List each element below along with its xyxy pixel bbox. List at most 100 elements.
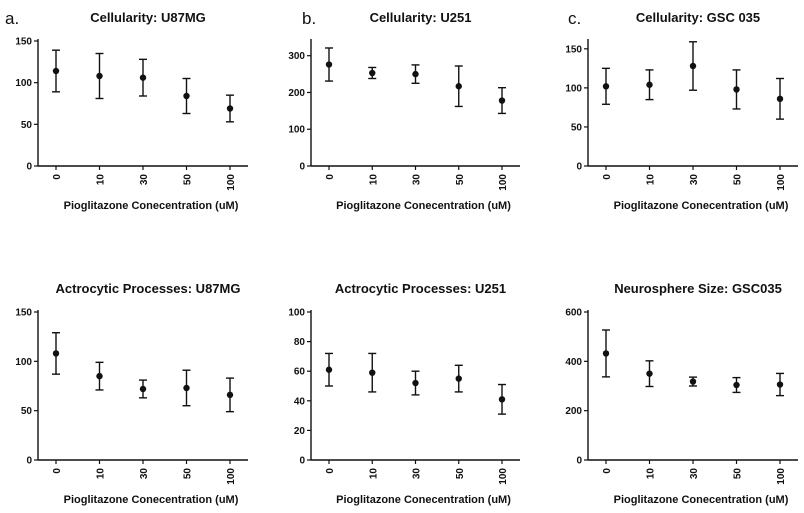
y-tick-label: 300 (288, 51, 305, 62)
x-axis-label: Pioglitazone Conecentration (uM) (614, 200, 789, 212)
x-tick-label: 10 (368, 468, 379, 480)
data-point (96, 372, 103, 380)
data-point (96, 72, 103, 80)
x-tick-label: 100 (498, 468, 509, 485)
x-tick-label: 50 (183, 468, 194, 480)
data-point (689, 378, 697, 385)
x-tick-label: 50 (455, 174, 466, 186)
x-tick-label: 0 (602, 174, 613, 180)
y-tick-label: 100 (15, 78, 32, 89)
data-point (498, 97, 506, 104)
x-tick-label: 100 (226, 468, 237, 485)
x-tick-label: 0 (602, 468, 613, 474)
data-point (733, 86, 740, 93)
y-tick-label: 200 (288, 88, 305, 99)
x-tick-label: 100 (776, 174, 787, 191)
x-tick-label: 100 (226, 174, 237, 191)
x-tick-label: 10 (646, 174, 657, 186)
chart-panel-3: Actrocytic Processes: U87MG 0 50 100 150 0 10 3… (15, 281, 248, 506)
chart-panel-0: a. Cellularity: U87MG 0 50 100 150 0 10 30 50 100 P… (5, 9, 248, 212)
x-tick-label: 100 (498, 174, 509, 191)
data-point (602, 350, 610, 357)
y-tick-label: 50 (21, 406, 33, 417)
data-point (412, 70, 419, 78)
y-tick-label: 200 (565, 406, 582, 417)
data-point (646, 370, 653, 377)
y-tick-label: 400 (565, 357, 582, 368)
chart-title: Cellularity: U251 (370, 10, 472, 25)
y-tick-label: 100 (288, 308, 305, 319)
y-tick-label: 80 (294, 337, 306, 348)
y-tick-label: 0 (26, 162, 32, 173)
y-tick-label: 600 (565, 308, 582, 319)
y-tick-label: 60 (294, 367, 306, 378)
data-point (776, 381, 784, 388)
chart-title: Actrocytic Processes: U251 (335, 281, 506, 296)
x-tick-label: 30 (139, 468, 150, 480)
x-axis-label: Pioglitazone Conecentration (uM) (64, 494, 239, 506)
y-tick-label: 0 (26, 456, 32, 467)
data-point (183, 92, 190, 100)
x-tick-label: 0 (52, 174, 63, 180)
chart-panel-5: Neurosphere Size: GSC035 0 200 400 600 0 10 30 5… (565, 281, 798, 506)
y-tick-label: 40 (294, 396, 306, 407)
x-tick-label: 10 (646, 468, 657, 480)
x-tick-label: 50 (455, 468, 466, 480)
x-tick-label: 30 (689, 174, 700, 186)
data-point (52, 67, 60, 75)
y-tick-label: 150 (565, 44, 582, 55)
panel-letter: b. (302, 9, 316, 28)
x-tick-label: 30 (689, 468, 700, 480)
x-tick-label: 0 (325, 468, 336, 474)
chart-panel-2: c. Cellularity: GSC 035 0 50 100 150 0 10 30 50 10… (565, 9, 798, 212)
chart-title: Neurosphere Size: GSC035 (614, 281, 782, 296)
x-axis-label: Pioglitazone Conecentration (uM) (614, 494, 789, 506)
chart-title: Cellularity: U87MG (90, 10, 206, 25)
x-axis-label: Pioglitazone Conecentration (uM) (336, 494, 511, 506)
x-axis-label: Pioglitazone Conecentration (uM) (336, 200, 511, 212)
data-point (733, 381, 740, 389)
data-point (325, 366, 333, 373)
data-point (226, 105, 234, 112)
x-tick-label: 0 (52, 468, 63, 474)
y-tick-label: 0 (576, 456, 582, 467)
data-point (689, 62, 697, 70)
x-tick-label: 100 (776, 468, 787, 485)
data-point (602, 83, 610, 90)
data-point (139, 385, 147, 393)
panel-letter: c. (568, 9, 581, 28)
x-axis-label: Pioglitazone Conecentration (uM) (64, 200, 239, 212)
x-tick-label: 50 (733, 174, 744, 186)
panel-letter: a. (5, 9, 19, 28)
chart-title: Cellularity: GSC 035 (636, 10, 760, 25)
chart-panel-4: Actrocytic Processes: U251 0 20 40 60 80 100 0 1… (288, 281, 520, 506)
data-point (226, 391, 234, 399)
data-point (369, 369, 376, 376)
data-point (455, 83, 462, 90)
data-point (498, 396, 506, 403)
x-tick-label: 50 (733, 468, 744, 480)
y-tick-label: 100 (288, 125, 305, 136)
data-point (776, 95, 784, 103)
data-point (412, 379, 419, 387)
x-tick-label: 0 (325, 174, 336, 180)
y-tick-label: 50 (21, 120, 33, 131)
data-point (325, 61, 333, 68)
y-tick-label: 0 (576, 162, 582, 173)
y-tick-label: 150 (15, 37, 32, 48)
chart-panel-1: b. Cellularity: U251 0 100 200 300 0 10 30 50 100 P… (288, 9, 520, 212)
x-tick-label: 10 (96, 174, 107, 186)
data-point (369, 69, 376, 77)
data-point (646, 81, 653, 88)
y-tick-label: 100 (15, 357, 32, 368)
x-tick-label: 30 (412, 174, 423, 186)
x-tick-label: 10 (96, 468, 107, 480)
x-tick-label: 10 (368, 174, 379, 186)
data-point (455, 375, 462, 382)
y-tick-label: 0 (299, 162, 305, 173)
data-point (139, 74, 147, 81)
x-tick-label: 50 (183, 174, 194, 186)
x-tick-label: 30 (139, 174, 150, 186)
